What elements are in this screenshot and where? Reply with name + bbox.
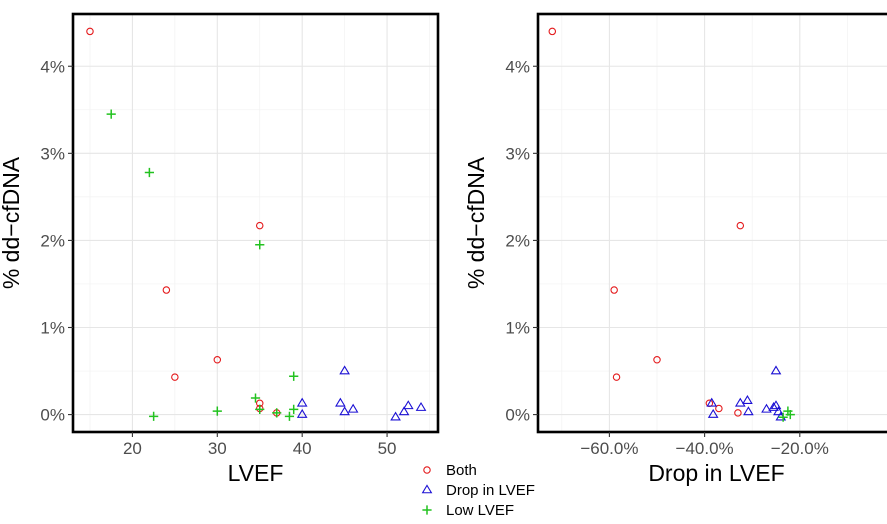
drop-point-triangle bbox=[743, 406, 754, 416]
lvef-point-plus bbox=[289, 371, 299, 381]
drop-x-tick-label: −40.0% bbox=[676, 439, 734, 458]
drop-point-circle bbox=[612, 373, 621, 381]
drop-point-circle bbox=[734, 409, 742, 417]
drop-point-triangle bbox=[707, 408, 719, 418]
lvef-y-tick-label: 2% bbox=[40, 231, 65, 250]
drop-plot-frame bbox=[536, 12, 887, 434]
drop-x-tick-label: −20.0% bbox=[771, 439, 829, 458]
lvef-point-plus bbox=[106, 109, 116, 119]
lvef-point-triangle bbox=[415, 401, 427, 411]
lvef-x-tick-label: 20 bbox=[123, 439, 142, 458]
lvef-point-triangle bbox=[347, 403, 359, 413]
drop-point-plus bbox=[785, 409, 795, 420]
lvef-point-plus bbox=[212, 406, 222, 416]
lvef-point-triangle bbox=[335, 397, 346, 407]
drop-y-axis-title: % dd−cfDNA bbox=[463, 156, 489, 289]
drop-point-circle bbox=[736, 221, 745, 230]
lvef-y-axis-title: % dd−cfDNA bbox=[0, 156, 24, 289]
drop-y-tick-label: 1% bbox=[505, 319, 530, 338]
lvef-x-tick-label: 50 bbox=[378, 439, 397, 458]
drop-y-tick-label: 2% bbox=[505, 231, 530, 250]
drop-point-triangle bbox=[770, 365, 782, 375]
lvef-y-tick-label: 1% bbox=[40, 319, 65, 338]
lvef-point-triangle bbox=[339, 365, 350, 375]
lvef-y-tick-label: 4% bbox=[40, 57, 65, 76]
legend-label: Low LVEF bbox=[446, 502, 514, 519]
drop-y-tick-label: 3% bbox=[505, 144, 530, 163]
legend-label: Both bbox=[446, 462, 477, 479]
lvef-point-plus bbox=[250, 393, 261, 403]
drop-point-circle bbox=[610, 286, 618, 294]
lvef-point-plus bbox=[255, 240, 265, 250]
lvef-point-triangle bbox=[390, 411, 401, 421]
lvef-plot-frame bbox=[71, 12, 440, 434]
legend-key-circle bbox=[423, 466, 431, 474]
drop-point-triangle bbox=[742, 394, 753, 404]
lvef-point-triangle bbox=[296, 408, 308, 418]
drop-point-triangle bbox=[706, 397, 718, 407]
legend: Both Drop in LVEF Low LVEF bbox=[421, 462, 535, 519]
lvef-point-plus bbox=[255, 404, 265, 414]
drop-x-tick-label: −60.0% bbox=[580, 439, 638, 458]
lvef-point-circle bbox=[86, 27, 94, 36]
lvef-y-tick-label: 3% bbox=[40, 144, 65, 163]
lvef-point-plus bbox=[284, 411, 295, 421]
drop-point-triangle bbox=[734, 397, 746, 407]
lvef-y-tick-label: 0% bbox=[40, 406, 65, 425]
lvef-point-plus bbox=[149, 411, 159, 421]
panel-drop-in-lvef: 0% 1% 2% 3% 4% −60.0% −40.0% −20.0% Drop in LVEF… bbox=[463, 12, 887, 486]
lvef-x-axis-title: LVEF bbox=[228, 460, 284, 486]
drop-y-tick-label: 4% bbox=[505, 57, 530, 76]
drop-point-circle bbox=[548, 27, 557, 36]
lvef-point-circle bbox=[171, 373, 179, 381]
drop-point-triangle bbox=[761, 403, 772, 413]
drop-point-triangle bbox=[773, 406, 784, 416]
panel-lvef: 0% 1% 2% 3% 4% 20 30 40 50 LVEF % dd−cfDNA bbox=[0, 12, 440, 486]
drop-x-axis-title: Drop in LVEF bbox=[648, 460, 784, 486]
lvef-point-circle bbox=[213, 355, 222, 364]
drop-point-circle bbox=[715, 404, 723, 413]
lvef-point-triangle bbox=[402, 400, 414, 410]
drop-point-triangle bbox=[768, 401, 779, 411]
lvef-point-triangle bbox=[296, 397, 308, 407]
lvef-point-plus bbox=[289, 404, 299, 414]
drop-point-plus bbox=[778, 412, 788, 422]
legend-label: Drop in LVEF bbox=[446, 482, 535, 499]
legend-key-plus bbox=[422, 505, 432, 515]
lvef-point-plus bbox=[144, 167, 154, 178]
lvef-point-triangle bbox=[339, 406, 350, 416]
lvef-point-circle bbox=[255, 221, 264, 230]
lvef-x-tick-label: 40 bbox=[293, 439, 312, 458]
lvef-point-triangle bbox=[398, 406, 410, 416]
lvef-x-tick-label: 30 bbox=[208, 439, 227, 458]
legend-key-triangle bbox=[421, 484, 433, 494]
drop-y-tick-label: 0% bbox=[505, 406, 530, 425]
drop-point-circle bbox=[653, 355, 661, 364]
lvef-point-circle bbox=[162, 286, 171, 294]
lvef-point-plus bbox=[272, 408, 282, 418]
drop-point-triangle bbox=[770, 400, 782, 410]
